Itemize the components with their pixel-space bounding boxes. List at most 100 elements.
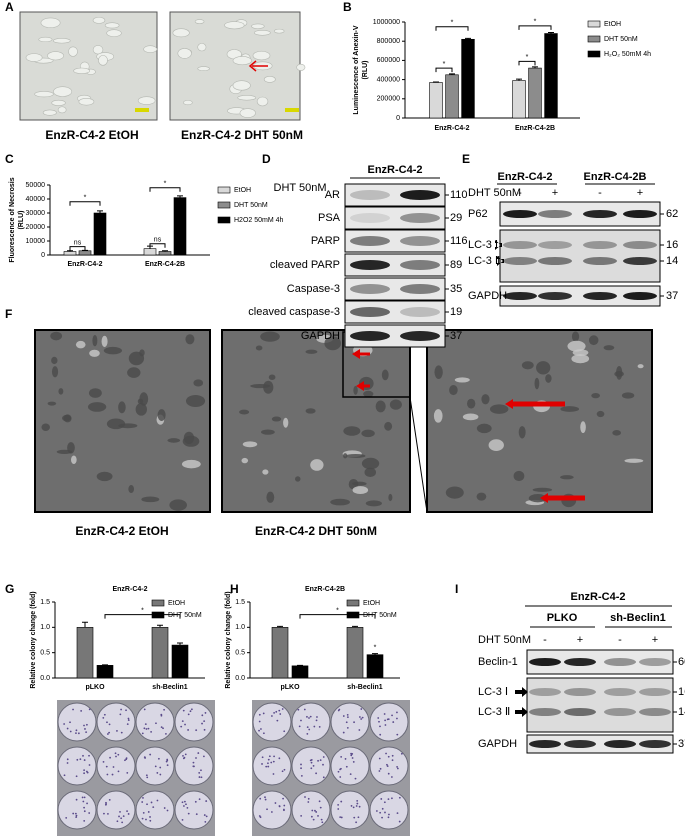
- error-bar: [177, 642, 183, 646]
- plate: [135, 790, 175, 830]
- y-axis-label: Relative colony change (fold): [225, 591, 232, 688]
- row-label: cleaved PARP: [270, 259, 340, 271]
- panel-letter: C: [5, 152, 14, 166]
- colony: [272, 773, 275, 775]
- organelle: [361, 457, 380, 470]
- lane-label: +: [637, 187, 643, 199]
- colony: [165, 732, 167, 735]
- colony: [396, 766, 398, 768]
- colony: [159, 773, 162, 776]
- lane-label: -: [598, 187, 602, 199]
- colony: [303, 708, 306, 711]
- colony: [304, 796, 306, 798]
- colony: [272, 760, 275, 763]
- colony: [355, 805, 358, 807]
- colony: [65, 816, 68, 819]
- significance-label: ns: [154, 237, 162, 244]
- organelle: [345, 453, 366, 458]
- row-label: AR: [325, 189, 340, 201]
- colony: [200, 769, 202, 772]
- organelle: [62, 414, 71, 422]
- colony: [337, 803, 340, 806]
- cell: [51, 99, 66, 106]
- colony: [106, 733, 109, 735]
- colony: [63, 774, 66, 777]
- colony: [105, 801, 107, 804]
- colony: [159, 766, 162, 769]
- organelle: [88, 388, 102, 398]
- colony: [396, 812, 399, 815]
- colony: [261, 756, 264, 759]
- x-tick-label: EnzR-C4-2: [434, 125, 469, 132]
- colony: [182, 754, 184, 757]
- organelle: [621, 392, 635, 399]
- colony: [398, 820, 401, 823]
- colony: [115, 755, 117, 758]
- organelle: [481, 394, 490, 405]
- organelle: [261, 429, 275, 435]
- colony: [183, 805, 185, 807]
- colony: [127, 719, 130, 722]
- colony: [385, 752, 387, 755]
- organelle: [283, 417, 289, 428]
- significance-label: *: [336, 608, 339, 615]
- organelle: [375, 400, 386, 413]
- colony: [194, 800, 197, 803]
- plate: [96, 746, 136, 786]
- y-axis-label: Relative colony change (fold): [30, 591, 37, 688]
- y-tick-label: 30000: [26, 210, 46, 217]
- cell: [40, 17, 61, 29]
- colony: [311, 809, 314, 812]
- organelle: [612, 430, 622, 436]
- y-tick-label: 0: [41, 252, 45, 259]
- colony: [265, 765, 268, 768]
- colony: [126, 771, 129, 774]
- organelle: [193, 379, 204, 387]
- colony: [81, 796, 84, 799]
- significance-bracket: [69, 246, 86, 251]
- colony: [149, 819, 152, 822]
- em-image: [426, 329, 653, 513]
- cell: [251, 23, 265, 29]
- organelle: [118, 401, 126, 414]
- band: [529, 708, 561, 716]
- colony: [72, 708, 74, 711]
- bar: [96, 665, 114, 679]
- organelle: [56, 449, 73, 454]
- band: [503, 210, 537, 218]
- bar: [158, 251, 172, 256]
- colony: [339, 816, 342, 819]
- row-label: GAPDH: [301, 330, 340, 342]
- colony: [142, 797, 144, 799]
- band: [623, 210, 657, 218]
- colony: [83, 759, 86, 761]
- colony: [145, 774, 148, 777]
- bar: [93, 212, 107, 256]
- y-tick-label: 40000: [26, 196, 46, 203]
- colony: [360, 708, 363, 710]
- colony: [118, 815, 120, 818]
- bar: [461, 38, 475, 119]
- organelle: [614, 370, 624, 377]
- cell: [104, 22, 120, 29]
- zoom-line: [409, 396, 428, 513]
- colony: [267, 762, 269, 765]
- organelle: [239, 409, 250, 415]
- red-arrow-head: [356, 381, 364, 391]
- colony: [390, 776, 393, 778]
- y-tick-label: 0: [396, 115, 400, 122]
- colony: [381, 807, 384, 810]
- mw-label: 37: [666, 290, 678, 302]
- organelle: [603, 345, 615, 351]
- colony: [146, 803, 148, 806]
- colony: [377, 717, 380, 719]
- organelle: [324, 336, 342, 351]
- colony: [319, 806, 322, 809]
- colony: [198, 798, 201, 801]
- organelle: [588, 335, 599, 346]
- organelle: [534, 377, 540, 390]
- colony: [300, 814, 303, 817]
- y-tick-label: 0.5: [40, 650, 50, 657]
- cell: [34, 91, 54, 98]
- colony: [75, 798, 78, 801]
